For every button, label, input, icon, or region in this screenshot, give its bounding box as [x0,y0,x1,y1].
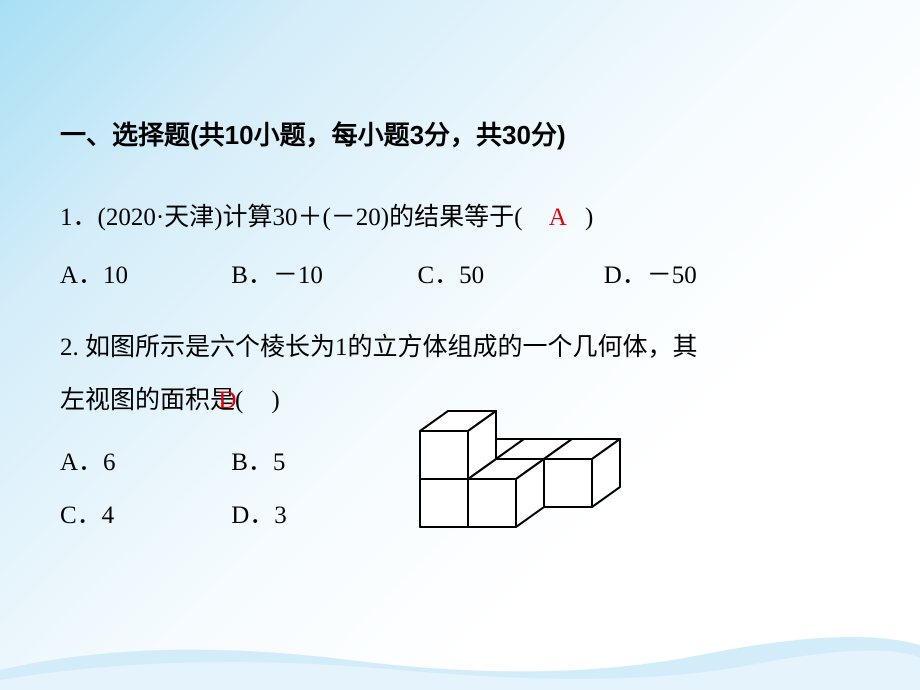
section-title: 一、选择题(共10小题，每小题3分，共30分) [60,115,870,152]
slide-content: 一、选择题(共10小题，每小题3分，共30分) 1．(2020·天津)计算30＋… [60,115,870,542]
q2-opt-d: D．3 [231,490,411,543]
cubes-figure [400,367,720,547]
q2-answer: D [218,387,236,414]
q2-opt-c: C．4 [60,490,225,543]
question-2: 2. 如图所示是六个棱长为1的立方体组成的一个几何体，其 左视图的面积是(D) … [60,322,870,542]
q1-opt-d: D．－50 [604,250,784,303]
q2-line2c: ) [271,387,279,414]
q2-line1: 2. 如图所示是六个棱长为1的立方体组成的一个几何体，其 [60,334,698,361]
q1-answer: A [549,204,567,231]
q1-opt-c: C．50 [418,250,598,303]
question-1: 1．(2020·天津)计算30＋(－20)的结果等于( A ) A．10 B．－… [60,192,870,302]
q2-line2a: 左视图的面积是 [60,387,235,414]
q1-text: 1．(2020·天津)计算30＋(－20)的结果等于( [60,204,522,231]
q1-opt-a: A．10 [60,250,225,303]
q1-options: A．10 B．－10 C．50 D．－50 [60,250,870,303]
q2-opt-a: A．6 [60,437,225,490]
q1-suffix: ) [585,204,593,231]
q2-opt-b: B．5 [231,437,411,490]
q1-opt-b: B．－10 [231,250,411,303]
q2-line2b: ( [235,387,243,414]
decorative-wave [0,630,920,690]
